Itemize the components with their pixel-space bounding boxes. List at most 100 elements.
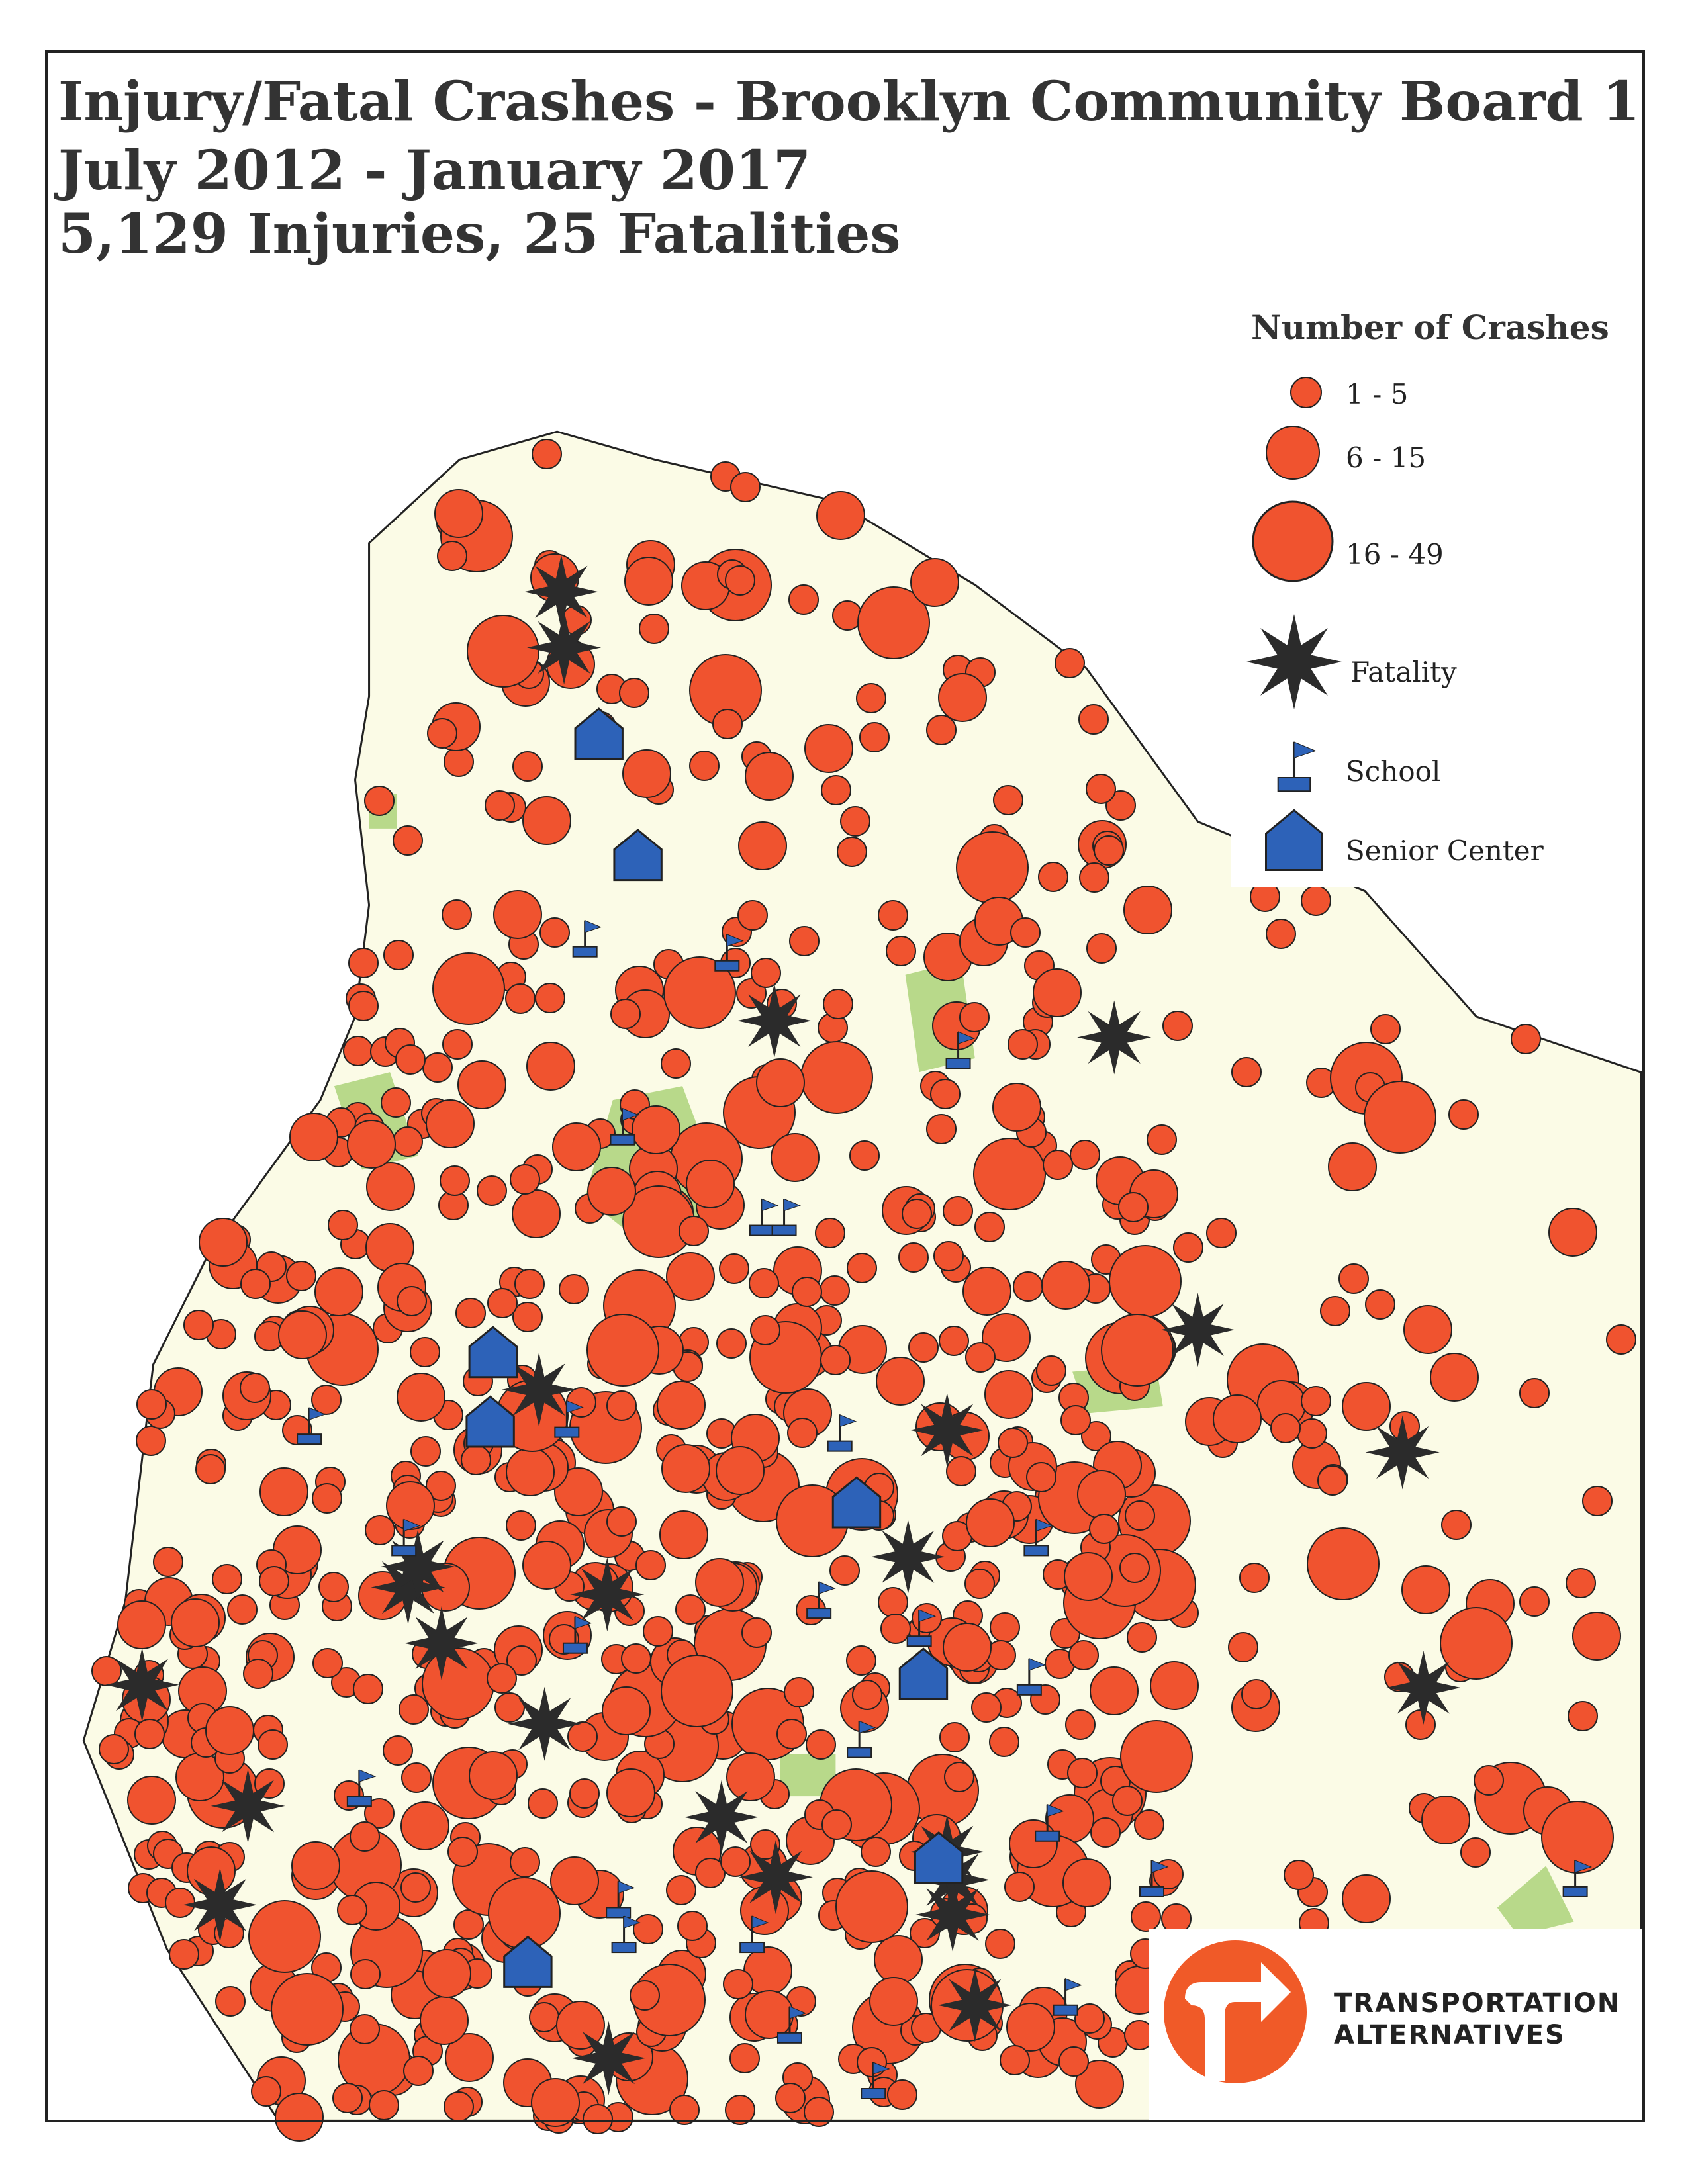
crash-circle bbox=[183, 1310, 214, 1340]
logo-circle bbox=[1164, 1940, 1307, 2083]
crash-circle bbox=[1089, 1514, 1119, 1544]
crash-circle bbox=[248, 1900, 321, 1973]
crash-circle bbox=[487, 1663, 517, 1694]
crash-circle bbox=[243, 1659, 273, 1689]
crash-circle bbox=[350, 1821, 380, 1852]
school-flag-icon bbox=[776, 2006, 807, 2044]
crash-circle bbox=[756, 1058, 805, 1107]
crash-circle bbox=[926, 1114, 957, 1144]
crash-circle bbox=[985, 1929, 1015, 1959]
crash-circle bbox=[820, 1345, 851, 1375]
crash-circle bbox=[512, 1302, 543, 1332]
crash-circle bbox=[348, 948, 379, 978]
school-flag-icon bbox=[861, 2062, 890, 2099]
crash-circle bbox=[1000, 2045, 1030, 2075]
crash-circle bbox=[337, 1895, 367, 1925]
crash-circle bbox=[857, 2047, 887, 2077]
crash-circle bbox=[1033, 968, 1082, 1017]
school-flag-icon bbox=[1053, 1978, 1082, 2016]
crash-circle bbox=[1239, 1563, 1270, 1593]
crash-circle bbox=[422, 1052, 453, 1083]
star-icon bbox=[684, 1780, 759, 1854]
crash-circle bbox=[661, 1048, 691, 1079]
crash-circle bbox=[1134, 1809, 1164, 1840]
crash-circle bbox=[401, 1762, 432, 1793]
crash-circle bbox=[878, 1587, 908, 1617]
crash-circle bbox=[835, 1870, 908, 1943]
logo-text-line-2: ALTERNATIVES bbox=[1334, 2020, 1566, 2050]
crash-circle bbox=[630, 1980, 660, 2011]
school-flag-icon bbox=[714, 934, 744, 972]
legend-medium-circle bbox=[1266, 426, 1320, 480]
crash-circle bbox=[1370, 1014, 1401, 1044]
crash-circle bbox=[712, 709, 743, 739]
crash-circle bbox=[554, 1467, 603, 1516]
school-flag-icon bbox=[297, 1407, 326, 1445]
crash-circle bbox=[632, 1105, 680, 1154]
crash-circle bbox=[930, 1079, 961, 1109]
crash-circle bbox=[444, 747, 474, 777]
senior-center-icon bbox=[574, 707, 624, 760]
crash-circle bbox=[505, 983, 536, 1014]
star-icon bbox=[910, 1392, 984, 1467]
senior-center-icon bbox=[831, 1476, 882, 1529]
star-icon bbox=[1365, 1415, 1440, 1490]
crash-circle bbox=[800, 1041, 873, 1114]
crash-circle bbox=[312, 1648, 343, 1678]
crash-circle bbox=[1365, 1289, 1395, 1320]
crash-circle bbox=[1043, 1150, 1073, 1180]
crash-circle bbox=[602, 1686, 651, 1735]
crash-circle bbox=[311, 1385, 342, 1415]
crash-circle bbox=[659, 1510, 708, 1559]
crash-circle bbox=[485, 790, 515, 821]
crash-circle bbox=[1064, 1552, 1113, 1601]
title-line-1: Injury/Fatal Crashes - Brooklyn Communit… bbox=[58, 70, 1640, 134]
crash-circle bbox=[1401, 1565, 1450, 1614]
crash-circle bbox=[720, 1846, 751, 1877]
crash-circle bbox=[1421, 1796, 1470, 1844]
school-flag-icon bbox=[827, 1414, 857, 1452]
transportation-alternatives-logo: TRANSPORTATION ALTERNATIVES bbox=[1164, 1940, 1620, 2083]
legend-label-6-15: 6 - 15 bbox=[1346, 441, 1426, 474]
senior-center-icon bbox=[1265, 809, 1323, 871]
crash-circle bbox=[1086, 774, 1116, 804]
crash-circle bbox=[787, 1418, 818, 1448]
crash-circle bbox=[869, 1977, 918, 2026]
legend-label-senior-center: Senior Center bbox=[1346, 835, 1544, 867]
crash-circle bbox=[559, 1274, 589, 1304]
school-flag-icon bbox=[606, 1880, 635, 1919]
crash-circle bbox=[725, 2095, 755, 2125]
crash-circle bbox=[965, 1342, 996, 1373]
crash-circle bbox=[610, 999, 641, 1029]
crash-circle bbox=[215, 1986, 246, 2017]
school-flag-icon bbox=[1277, 741, 1317, 792]
crash-circle bbox=[944, 1762, 974, 1792]
crash-circle bbox=[420, 1996, 469, 2045]
crash-circle bbox=[804, 2097, 834, 2127]
crash-circle bbox=[136, 1389, 167, 1420]
crash-circle bbox=[876, 1357, 925, 1406]
crash-circle bbox=[959, 1002, 990, 1032]
crash-circle bbox=[426, 1471, 456, 1501]
crash-circle bbox=[240, 1269, 271, 1299]
crash-circle bbox=[91, 1656, 122, 1686]
crash-circle bbox=[1068, 1640, 1099, 1670]
logo-text-line-1: TRANSPORTATION bbox=[1334, 1988, 1620, 2019]
park bbox=[1497, 1866, 1574, 1936]
crash-circle bbox=[1058, 2046, 1089, 2077]
crash-circle bbox=[1241, 1679, 1272, 1709]
crash-circle bbox=[440, 1165, 470, 1196]
crash-circle bbox=[878, 900, 908, 931]
senior-center-icon bbox=[914, 1831, 964, 1884]
crash-circle bbox=[127, 1776, 176, 1825]
crash-circle bbox=[910, 1918, 940, 1948]
crash-circle bbox=[328, 1210, 358, 1240]
crash-circle bbox=[386, 1481, 435, 1530]
crash-circle bbox=[1297, 1418, 1327, 1449]
crash-circle bbox=[1101, 1314, 1174, 1387]
crash-circle bbox=[455, 1298, 486, 1328]
crash-circle bbox=[989, 1727, 1019, 1757]
crash-circle bbox=[776, 1719, 807, 1749]
crash-circle bbox=[633, 1914, 663, 1944]
crash-circle bbox=[1430, 1353, 1479, 1402]
